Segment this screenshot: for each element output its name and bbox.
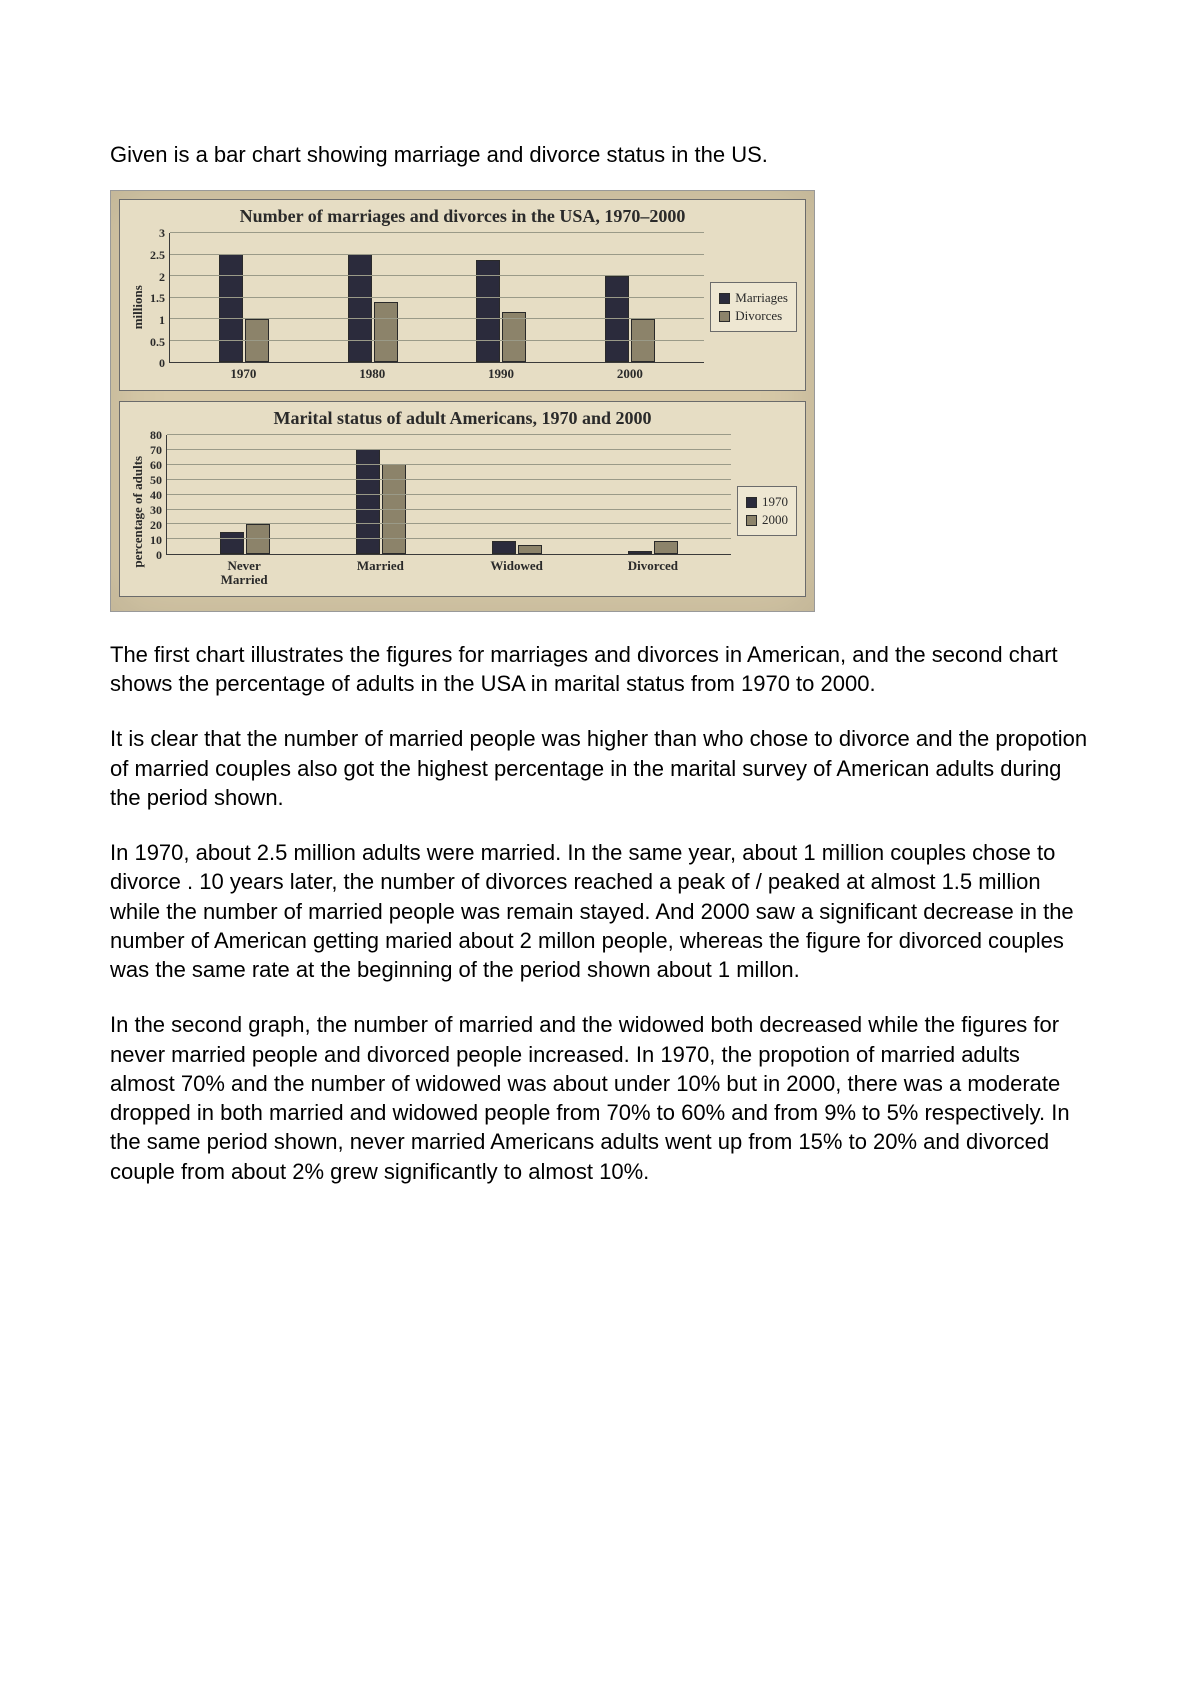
bar (654, 541, 678, 555)
chart2-ylabel: percentage of adults (128, 435, 148, 588)
xlabel: Married (312, 559, 448, 588)
body-paragraph: In 1970, about 2.5 million adults were m… (110, 838, 1090, 984)
body-paragraph: The first chart illustrates the figures … (110, 640, 1090, 699)
chart2-bars (167, 435, 731, 554)
legend-swatch (746, 497, 757, 508)
legend-item: Marriages (719, 290, 788, 306)
xlabel: Widowed (449, 559, 585, 588)
bar-group (219, 254, 269, 362)
xlabel: 2000 (565, 367, 694, 381)
bar (502, 312, 526, 362)
chart1-legend: Marriages Divorces (710, 282, 797, 332)
legend-swatch (719, 311, 730, 322)
legend-item: 1970 (746, 494, 788, 510)
legend-swatch (746, 515, 757, 526)
bar-group (492, 541, 542, 555)
legend-swatch (719, 293, 730, 304)
chart1-xaxis: 1970198019902000 (169, 363, 704, 381)
chart2-legend: 1970 2000 (737, 486, 797, 536)
xlabel: Divorced (585, 559, 721, 588)
chart1-bars (170, 233, 704, 362)
chart2-plot (166, 435, 731, 555)
bar (348, 254, 372, 362)
legend-label: 2000 (762, 512, 788, 528)
legend-label: Divorces (735, 308, 782, 324)
bar (220, 532, 244, 555)
chart2-title: Marital status of adult Americans, 1970 … (128, 408, 797, 430)
bar (374, 302, 398, 363)
body-paragraph: In the second graph, the number of marri… (110, 1010, 1090, 1186)
legend-item: 2000 (746, 512, 788, 528)
chart2-xaxis: NeverMarriedMarriedWidowedDivorced (166, 555, 731, 588)
bar (518, 545, 542, 554)
xlabel: 1980 (308, 367, 437, 381)
bar (492, 541, 516, 555)
legend-item: Divorces (719, 308, 788, 324)
xlabel: NeverMarried (176, 559, 312, 588)
chart1-ylabel: millions (128, 233, 148, 381)
chart2-panel: Marital status of adult Americans, 1970 … (119, 401, 806, 597)
intro-text: Given is a bar chart showing marriage an… (110, 140, 1090, 170)
bar (628, 551, 652, 554)
legend-label: Marriages (735, 290, 788, 306)
body-paragraphs: The first chart illustrates the figures … (110, 640, 1090, 1186)
bar (219, 254, 243, 362)
chart1-title: Number of marriages and divorces in the … (128, 206, 797, 228)
bar-group (628, 541, 678, 555)
xlabel: 1990 (437, 367, 566, 381)
bar-group (348, 254, 398, 362)
body-paragraph: It is clear that the number of married p… (110, 724, 1090, 812)
chart1-panel: Number of marriages and divorces in the … (119, 199, 806, 391)
xlabel: 1970 (179, 367, 308, 381)
chart2-yaxis: 01020304050607080 (148, 435, 166, 555)
legend-label: 1970 (762, 494, 788, 510)
chart1-plot (169, 233, 704, 363)
charts-image-block: Number of marriages and divorces in the … (110, 190, 815, 612)
chart1-yaxis: 00.511.522.53 (148, 233, 169, 363)
